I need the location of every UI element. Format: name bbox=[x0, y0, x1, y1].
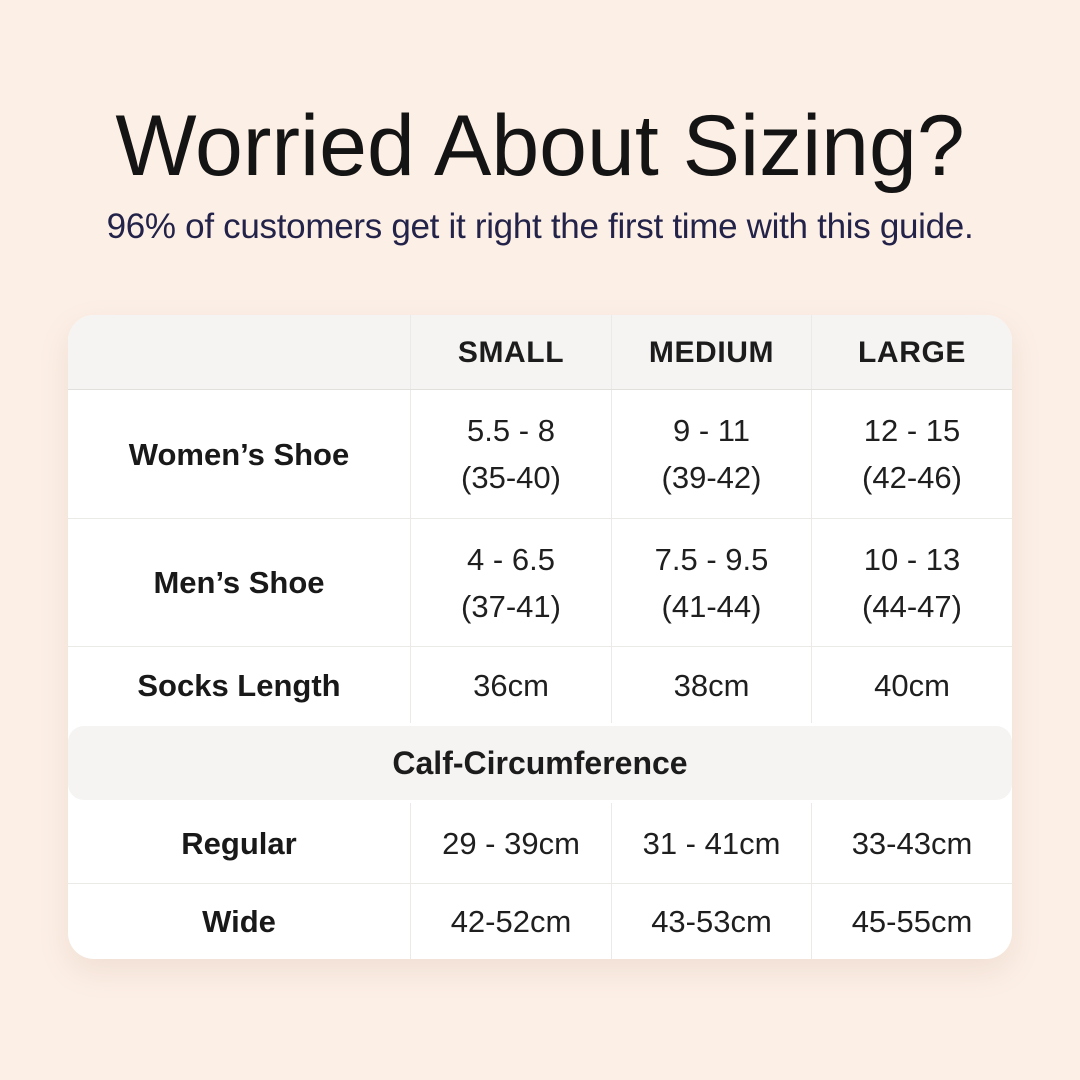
cell-mens-large: 10 - 13 (44-47) bbox=[811, 519, 1012, 646]
cell-womens-medium: 9 - 11 (39-42) bbox=[611, 390, 811, 518]
cell-value: 29 - 39cm bbox=[442, 825, 580, 861]
cell-value-secondary: (42-46) bbox=[862, 460, 962, 495]
cell-wide-large: 45-55cm bbox=[811, 884, 1012, 959]
row-label-socks-length: Socks Length bbox=[137, 667, 341, 703]
table-row-wide: Wide 42-52cm 43-53cm 45-55cm bbox=[68, 883, 1012, 959]
table-header-row: SMALL MEDIUM LARGE bbox=[68, 315, 1012, 390]
cell-value: 4 - 6.5 bbox=[467, 541, 555, 577]
section-header-calf-circumference: Calf-Circumference bbox=[68, 726, 1012, 800]
cell-value: 45-55cm bbox=[851, 904, 973, 939]
cell-value: 40cm bbox=[874, 667, 950, 703]
cell-socks-small: 36cm bbox=[410, 647, 611, 723]
cell-value-secondary: (37-41) bbox=[461, 588, 561, 624]
column-header-medium: MEDIUM bbox=[611, 315, 811, 389]
cell-mens-medium: 7.5 - 9.5 (41-44) bbox=[611, 519, 811, 646]
cell-value: 7.5 - 9.5 bbox=[654, 541, 769, 577]
cell-value: 12 - 15 bbox=[863, 413, 961, 448]
cell-value: 33-43cm bbox=[851, 825, 973, 861]
cell-wide-medium: 43-53cm bbox=[611, 884, 811, 959]
cell-womens-small: 5.5 - 8 (35-40) bbox=[410, 390, 611, 518]
row-label-wide: Wide bbox=[202, 904, 276, 939]
cell-value: 9 - 11 bbox=[673, 413, 750, 448]
cell-regular-small: 29 - 39cm bbox=[410, 803, 611, 883]
cell-value: 31 - 41cm bbox=[642, 825, 781, 861]
cell-womens-large: 12 - 15 (42-46) bbox=[811, 390, 1012, 518]
cell-value-secondary: (35-40) bbox=[461, 460, 561, 495]
column-header-large: LARGE bbox=[811, 315, 1012, 389]
cell-regular-large: 33-43cm bbox=[811, 803, 1012, 883]
cell-regular-medium: 31 - 41cm bbox=[611, 803, 811, 883]
row-label-regular: Regular bbox=[181, 825, 297, 861]
cell-value-secondary: (39-42) bbox=[661, 460, 762, 495]
cell-socks-large: 40cm bbox=[811, 647, 1012, 723]
cell-value: 5.5 - 8 bbox=[467, 413, 555, 448]
cell-value: 42-52cm bbox=[450, 904, 572, 939]
table-row-mens-shoe: Men’s Shoe 4 - 6.5 (37-41) 7.5 - 9.5 (41… bbox=[68, 518, 1012, 646]
sizing-table: SMALL MEDIUM LARGE Women’s Shoe 5.5 - 8 … bbox=[68, 315, 1012, 959]
cell-value: 43-53cm bbox=[651, 904, 772, 939]
cell-value-secondary: (41-44) bbox=[661, 588, 762, 624]
page-title: Worried About Sizing? bbox=[115, 98, 965, 194]
cell-value: 10 - 13 bbox=[863, 541, 961, 577]
table-row-regular: Regular 29 - 39cm 31 - 41cm 33-43cm bbox=[68, 803, 1012, 883]
column-header-small: SMALL bbox=[410, 315, 611, 389]
row-label-mens-shoe: Men’s Shoe bbox=[153, 565, 325, 600]
column-header-blank bbox=[68, 315, 410, 389]
table-row-socks-length: Socks Length 36cm 38cm 40cm bbox=[68, 646, 1012, 723]
cell-wide-small: 42-52cm bbox=[410, 884, 611, 959]
page-subtitle: 96% of customers get it right the first … bbox=[106, 207, 974, 246]
row-label-womens-shoe: Women’s Shoe bbox=[128, 436, 350, 472]
table-row-womens-shoe: Women’s Shoe 5.5 - 8 (35-40) 9 - 11 (39-… bbox=[68, 390, 1012, 518]
cell-socks-medium: 38cm bbox=[611, 647, 811, 723]
cell-value: 38cm bbox=[673, 667, 750, 703]
cell-mens-small: 4 - 6.5 (37-41) bbox=[410, 519, 611, 646]
cell-value: 36cm bbox=[473, 667, 549, 703]
cell-value-secondary: (44-47) bbox=[862, 588, 962, 624]
